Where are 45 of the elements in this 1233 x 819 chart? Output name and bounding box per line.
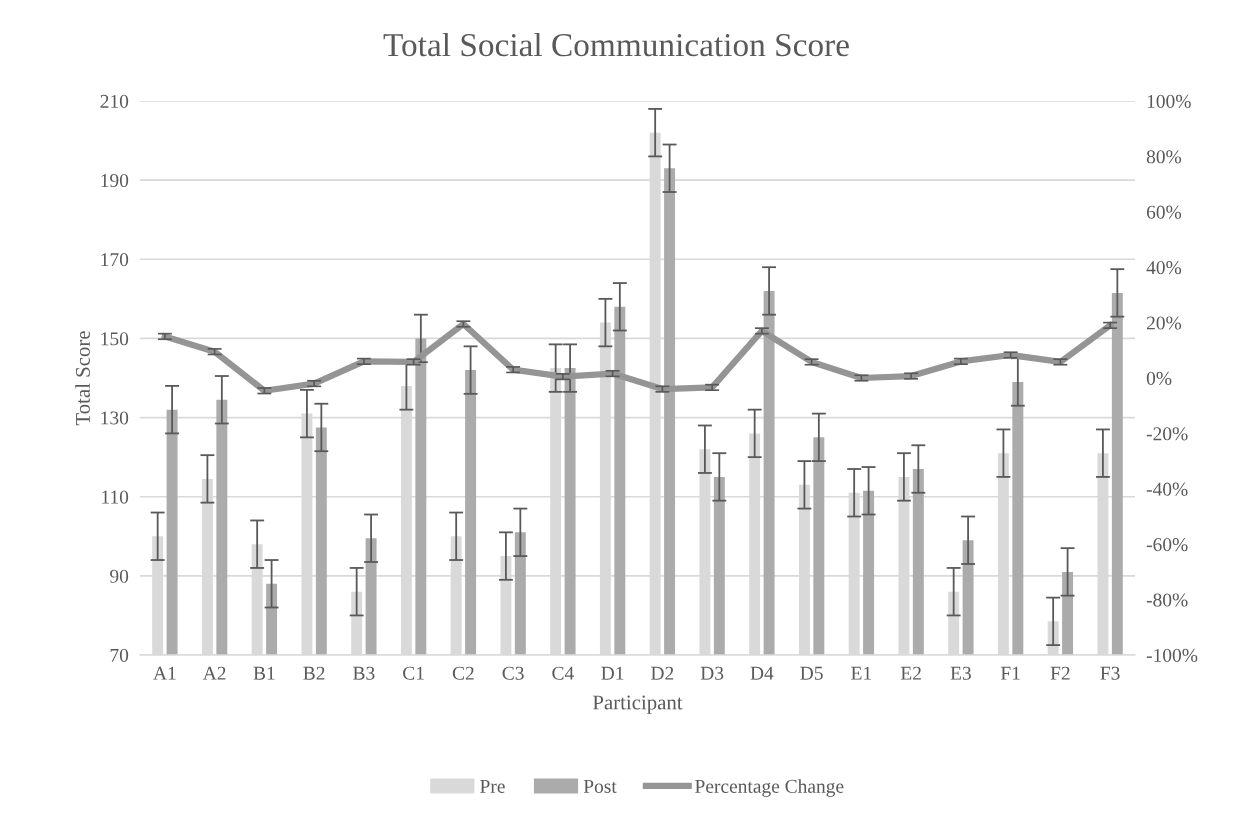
y-tick-label: 130 <box>101 411 129 425</box>
y-tick-label: 210 <box>100 94 129 108</box>
chart-title: Total Social Communication Score <box>383 32 849 57</box>
x-tick-label: B3 <box>353 666 375 680</box>
legend-label: Post <box>583 779 617 793</box>
y2-tick-label: 100% <box>1147 94 1191 108</box>
x-tick-label: D4 <box>750 666 774 680</box>
y-tick-label: 150 <box>101 332 129 346</box>
x-tick-label: C4 <box>552 666 574 680</box>
x-tick-label: A2 <box>202 666 226 680</box>
y-axis-title: Total Score <box>75 331 90 426</box>
y2-tick-label: -100% <box>1146 648 1198 662</box>
x-tick-label: D5 <box>800 666 823 680</box>
y-tick-label: 190 <box>101 173 129 188</box>
x-tick-label: A1 <box>153 666 176 680</box>
x-tick-label: D1 <box>601 666 624 680</box>
x-tick-label: E3 <box>950 666 971 680</box>
x-tick-label: E2 <box>900 666 921 680</box>
y-tick-label: 170 <box>101 253 129 267</box>
x-tick-label: F1 <box>1000 666 1020 680</box>
x-tick-label: F3 <box>1100 666 1120 680</box>
legend-label: Percentage Change <box>695 779 844 797</box>
y2-tick-label: 0% <box>1146 371 1172 385</box>
x-tick-label: F2 <box>1050 666 1070 680</box>
y-tick-label: 70 <box>110 648 129 662</box>
y2-tick-label: 20% <box>1146 316 1182 330</box>
legend-label: Pre <box>480 779 505 793</box>
x-tick-label: B1 <box>253 666 275 680</box>
x-tick-label: D3 <box>700 666 724 680</box>
y2-tick-label: 80% <box>1146 150 1182 164</box>
y2-tick-label: -80% <box>1146 593 1188 607</box>
x-tick-label: D2 <box>651 666 674 680</box>
y2-tick-label: 60% <box>1146 205 1182 219</box>
x-tick-label: C1 <box>403 666 424 680</box>
y2-tick-label: -40% <box>1146 482 1188 496</box>
x-tick-label: C2 <box>452 666 474 680</box>
y2-tick-label: -60% <box>1146 538 1188 552</box>
x-tick-label: C3 <box>502 666 524 680</box>
y2-tick-label: -20% <box>1146 427 1188 441</box>
y-tick-label: 110 <box>102 490 129 504</box>
x-axis-title: Participant <box>592 695 683 714</box>
x-tick-label: B2 <box>303 666 325 680</box>
y-tick-label: 90 <box>110 569 129 583</box>
y2-tick-label: 40% <box>1146 261 1182 275</box>
x-tick-label: E1 <box>851 666 872 680</box>
